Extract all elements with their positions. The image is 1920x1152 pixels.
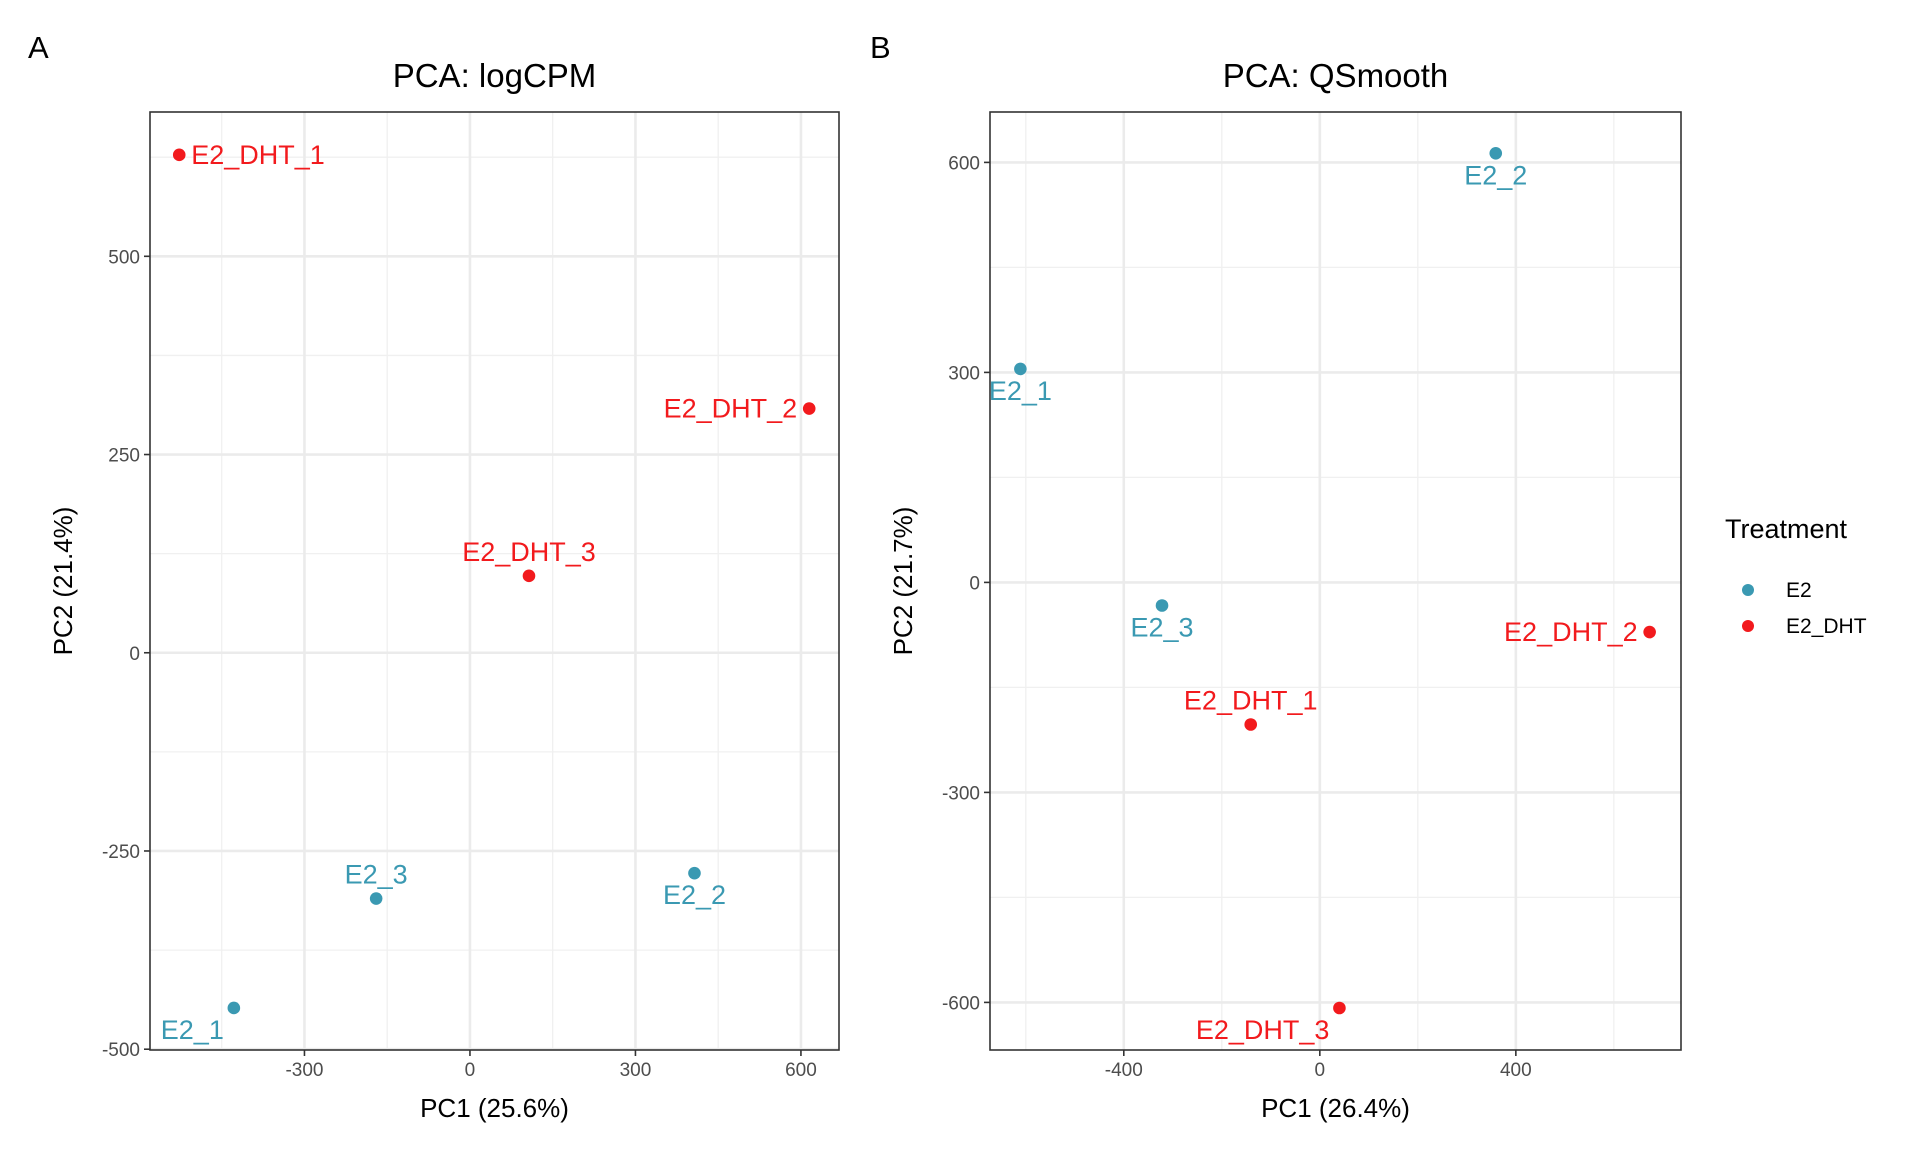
legend-key-e2-dht [1742,620,1754,632]
y-tick-label: -300 [942,783,980,804]
x-axis-title: PC1 (26.4%) [1261,1093,1410,1123]
y-tick-label: 600 [948,153,980,174]
y-tick-label: 0 [969,573,980,594]
data-point-e2-dht-1 [1244,718,1258,731]
panel-tag-b: B [870,30,891,65]
data-point-group: E2_DHT_3 [462,537,596,583]
data-point-e2-dht-1 [172,148,186,162]
x-tick-label: -300 [285,1060,323,1081]
x-tick-label: 300 [620,1060,652,1081]
chart-title: PCA: QSmooth [1223,57,1449,94]
data-point-e2-3 [369,892,383,905]
plot-area [990,112,1681,1050]
data-point-group: E2_2 [1464,147,1527,190]
x-tick-label: 0 [465,1060,476,1081]
point-label: E2_DHT_3 [462,537,596,567]
point-label: E2_DHT_2 [664,394,798,424]
legend-label-e2: E2 [1786,579,1812,602]
x-tick-label: 400 [1500,1060,1532,1081]
legend: Treatment E2 E2_DHT [1725,514,1867,638]
data-point-group: E2_DHT_2 [664,394,816,424]
x-axis-title: PC1 (25.6%) [420,1093,569,1123]
data-point-group: E2_3 [345,860,408,905]
point-label: E2_DHT_1 [191,140,325,170]
legend-entry-e2: E2 [1742,579,1812,602]
point-label: E2_3 [345,860,408,890]
legend-key-e2 [1742,584,1754,596]
point-label: E2_2 [663,880,726,910]
data-point-group: E2_3 [1130,599,1194,643]
panel-tag-a: A [28,30,49,65]
point-label: E2_1 [161,1015,224,1045]
data-point-group: E2_DHT_3 [1196,1001,1346,1045]
data-point-group: E2_DHT_1 [172,140,325,170]
legend-label-e2-dht: E2_DHT [1786,615,1867,638]
data-point-group: E2_DHT_1 [1184,686,1318,731]
data-point-e2-3 [1155,599,1169,612]
plot-area [150,112,839,1050]
y-tick-label: -600 [942,993,980,1014]
data-point-e2-1 [1014,362,1027,376]
panel-b-qsmooth: PCA: QSmooth -400 0 400 -600 -300 0 300 600 PC1 (… [888,57,1682,1123]
y-tick-label: 250 [108,446,140,467]
y-tick-label: 300 [948,363,980,384]
data-point-group: E2_1 [161,1001,241,1045]
point-label: E2_DHT_2 [1504,617,1638,647]
y-tick-label: 500 [108,247,140,268]
panel-a-logcpm: PCA: logCPM -300 0 300 600 -500 -250 0 250 500 PC1… [48,57,840,1123]
y-axis-title: PC2 (21.4%) [48,507,78,656]
data-point-group: E2_2 [663,866,726,910]
point-label: E2_1 [989,376,1052,406]
x-tick-label: -400 [1105,1060,1143,1081]
point-label: E2_DHT_1 [1184,686,1318,716]
data-point-group: E2_1 [989,362,1052,406]
data-point-e2-dht-3 [522,569,536,583]
chart-title: PCA: logCPM [393,57,597,94]
y-tick-label: -500 [102,1040,140,1061]
y-axis-title: PC2 (21.7%) [888,507,918,656]
data-point-e2-dht-2 [802,402,816,415]
x-tick-label: 0 [1315,1060,1326,1081]
panel-border [149,111,840,1051]
data-point-group: E2_DHT_2 [1504,617,1656,647]
data-point-e2-dht-3 [1333,1001,1346,1015]
point-label: E2_3 [1130,613,1193,643]
y-tick-label: 0 [129,644,140,665]
legend-title: Treatment [1725,514,1848,544]
panel-border [989,111,1682,1051]
data-point-e2-1 [227,1001,241,1015]
data-point-e2-dht-2 [1643,625,1656,639]
data-point-e2-2 [688,866,701,880]
y-tick-label: -250 [102,842,140,863]
point-label: E2_DHT_3 [1196,1015,1330,1045]
legend-entry-e2-dht: E2_DHT [1742,615,1867,638]
x-tick-label: 600 [785,1060,817,1081]
data-point-e2-2 [1489,147,1503,160]
point-label: E2_2 [1464,160,1527,190]
